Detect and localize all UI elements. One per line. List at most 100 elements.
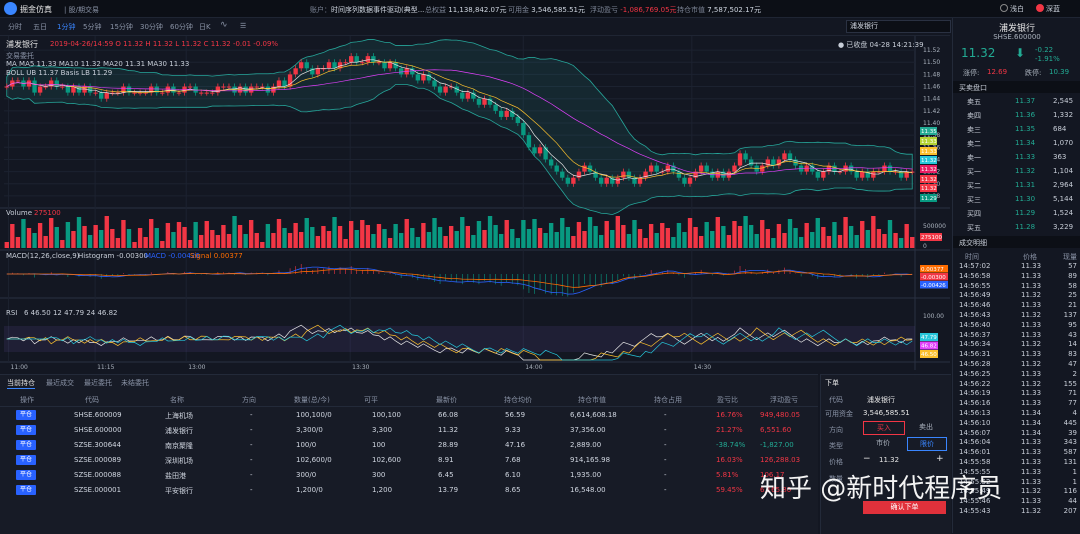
price-chart[interactable]: 11:00 11:15 13:00 13:30 14:00 14:30 500000 0 27… <box>0 36 950 370</box>
tab-open-orders[interactable]: 未结委托 <box>121 379 149 387</box>
account-info[interactable]: 账户：时间序列数据事件驱动(典型... <box>310 6 425 14</box>
limit-order-button[interactable]: 限价 <box>907 437 947 451</box>
tab-recent-trades[interactable]: 最近成交 <box>46 379 74 387</box>
candle <box>421 74 426 81</box>
volume-bar <box>848 226 854 248</box>
trade-volume: 43 <box>1068 330 1077 339</box>
period-tab[interactable]: 15分钟 <box>110 23 133 31</box>
col-header: 持仓均价 <box>504 396 532 404</box>
book-volume: 2,545 <box>1053 97 1074 105</box>
order-code-value[interactable]: 浦发银行 <box>867 396 895 404</box>
candle <box>698 165 704 172</box>
volume-bar <box>810 232 815 248</box>
period-tab[interactable]: 五日 <box>33 23 47 31</box>
volume-bar <box>637 229 643 248</box>
close-position-button[interactable]: 平仓 <box>16 440 36 450</box>
radio-checked-icon <box>1036 4 1044 12</box>
book-price: 11.30 <box>1015 195 1036 203</box>
cell-pnl: 126,288.03 <box>760 456 801 464</box>
indicator-icon[interactable]: ∿ <box>220 20 228 30</box>
volume-bar <box>687 218 693 248</box>
volume-bar <box>832 222 837 248</box>
candle <box>660 171 665 173</box>
candle <box>460 92 465 99</box>
volume-bar <box>332 217 337 248</box>
volume-bar <box>4 242 9 248</box>
close-position-button[interactable]: 平仓 <box>16 470 36 480</box>
quote-panel: 浦发银行 SHSE.600000 11.32 ⬇ -0.22 -1.91% 涨停… <box>952 18 1080 533</box>
period-tab[interactable]: 30分钟 <box>140 23 163 31</box>
trade-price: 11.34 <box>1021 418 1042 427</box>
symbol-search-input[interactable]: 浦发银行 <box>846 20 951 33</box>
trade-time: 14:56:04 <box>959 438 991 447</box>
candle <box>626 171 632 178</box>
volume-bar <box>104 216 109 248</box>
cell-pnl: 6,551.60 <box>760 426 792 434</box>
volume-bar <box>371 234 376 248</box>
close-position-button[interactable]: 平仓 <box>16 425 36 435</box>
volume-bar <box>37 223 43 248</box>
quote-code: SHSE.600000 <box>993 33 1041 41</box>
cell-qty: 300/0 <box>296 471 317 479</box>
close-position-button[interactable]: 平仓 <box>16 455 36 465</box>
order-dir-label: 方向 <box>829 426 843 434</box>
order-type-label: 类型 <box>829 442 843 450</box>
trade-col-time: 时间 <box>965 253 979 261</box>
period-tab-active[interactable]: 1分钟 <box>57 23 76 31</box>
period-tab[interactable]: 5分钟 <box>83 23 102 31</box>
candle <box>898 171 904 178</box>
volume-bar <box>176 222 182 248</box>
trade-row: 14:56:07 11.34 39 <box>953 429 1080 439</box>
period-tab[interactable]: 分时 <box>8 23 22 31</box>
candle <box>254 86 259 88</box>
candle <box>93 92 98 94</box>
close-position-button[interactable]: 平仓 <box>16 410 36 420</box>
period-tab[interactable]: 日K <box>199 23 211 31</box>
market-order-button[interactable]: 市价 <box>876 439 890 447</box>
price-increase-button[interactable]: + <box>936 454 944 464</box>
trade-col-vol: 现量 <box>1063 253 1077 261</box>
period-tab[interactable]: 60分钟 <box>170 23 193 31</box>
submit-order-button[interactable]: 确认下单 <box>863 501 946 514</box>
cell-pnl: 949,480.05 <box>760 411 801 419</box>
app-logo-icon <box>4 2 17 15</box>
candle <box>848 165 854 172</box>
trade-row: 14:56:13 11.34 4 <box>953 409 1080 419</box>
buy-button[interactable]: 买入 <box>863 421 905 435</box>
ma-legend: MA MA5 11.33 MA10 11.32 MA20 11.31 MA30 … <box>6 60 190 68</box>
volume-bar <box>210 230 215 248</box>
theme-dark-toggle[interactable]: 深蓝 <box>1036 4 1060 14</box>
trade-time: 14:56:19 <box>959 389 991 398</box>
volume-bar <box>249 220 254 248</box>
tab-recent-orders[interactable]: 最近委托 <box>84 379 112 387</box>
tab-positions[interactable]: 当前持仓 <box>7 379 35 389</box>
book-price: 11.37 <box>1015 97 1036 105</box>
volume-bar <box>315 236 321 248</box>
trade-row: 14:56:46 11.33 21 <box>953 301 1080 311</box>
price-input[interactable]: 11.32 <box>879 456 900 464</box>
close-position-button[interactable]: 平仓 <box>16 485 36 495</box>
cell-occ: - <box>664 471 667 479</box>
candle <box>843 165 848 172</box>
candle <box>704 165 709 172</box>
candle <box>565 177 570 184</box>
candle <box>215 86 221 93</box>
volume-bar <box>299 232 304 248</box>
price-badge-bg <box>920 127 937 135</box>
candle <box>315 68 321 75</box>
book-volume: 684 <box>1053 125 1067 133</box>
price-decrease-button[interactable]: − <box>863 454 871 464</box>
volume-bar <box>443 236 448 248</box>
theme-light-toggle[interactable]: 浅白 <box>1000 4 1024 14</box>
volume-bar <box>621 225 626 248</box>
candle <box>521 123 526 136</box>
settings-icon[interactable]: ☰ <box>240 22 247 30</box>
candle <box>15 80 21 82</box>
cell-pnl: -1,827.00 <box>760 441 794 449</box>
trade-time: 14:55:58 <box>959 458 991 466</box>
candle <box>887 165 893 172</box>
cell-name: 盐田港 <box>165 472 186 480</box>
volume-bar <box>115 238 121 248</box>
candle <box>582 165 587 172</box>
sell-button[interactable]: 卖出 <box>919 423 933 431</box>
